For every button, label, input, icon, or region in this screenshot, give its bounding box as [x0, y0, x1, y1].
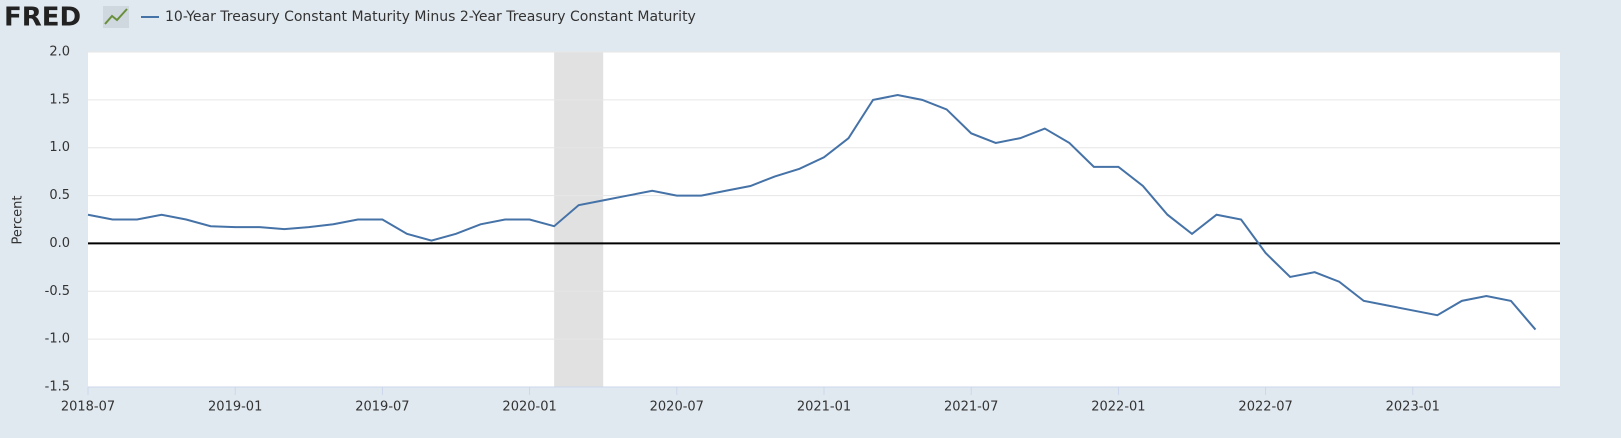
x-tick-label: 2021-01: [797, 400, 851, 415]
y-tick-label: 0.0: [49, 236, 70, 251]
y-tick-label: -1.5: [45, 380, 70, 395]
y-tick-label: 0.5: [49, 188, 70, 203]
plot-area: [88, 52, 1560, 387]
y-tick-label: -0.5: [45, 284, 70, 299]
logo-icon: [103, 6, 129, 28]
x-tick-label: 2019-07: [355, 400, 409, 415]
x-tick-label: 2020-07: [650, 400, 704, 415]
y-tick-label: 1.0: [49, 140, 70, 155]
y-tick-label: 1.5: [49, 92, 70, 107]
x-tick-label: 2022-07: [1238, 400, 1292, 415]
y-tick-label: -1.0: [45, 332, 70, 347]
x-tick-label: 2018-07: [61, 400, 115, 415]
series-line: [87, 94, 1537, 331]
logo-icon-line: [104, 8, 128, 25]
x-tick-label: 2022-01: [1091, 400, 1145, 415]
y-axis-label: Percent: [11, 196, 26, 245]
x-tick-label: 2019-01: [208, 400, 262, 415]
x-tick-label: 2020-01: [502, 400, 556, 415]
x-tick-label: 2023-01: [1386, 400, 1440, 415]
y-tick-label: 2.0: [49, 45, 70, 60]
legend-label: 10-Year Treasury Constant Maturity Minus…: [165, 9, 696, 25]
x-tick-label: 2021-07: [944, 400, 998, 415]
logo: FRED: [4, 3, 81, 33]
